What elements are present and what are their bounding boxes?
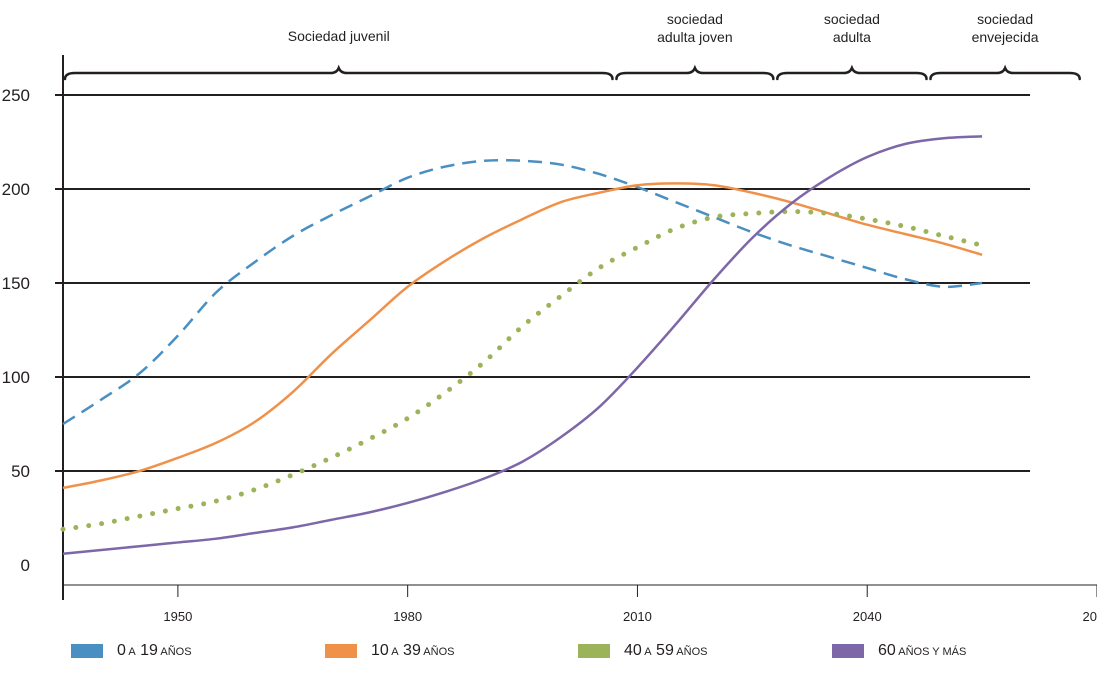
era-label: sociedad adulta (824, 11, 880, 45)
legend-label: 10 A 39 AÑOS (371, 642, 455, 659)
era-brace (776, 64, 928, 81)
legend-label: 60 AÑOS Y MÁS (878, 642, 967, 659)
x-tick-label: 1950 (163, 609, 192, 624)
x-tick-label: 1980 (393, 609, 422, 624)
legend-label: 0 A 19 AÑOS (117, 642, 192, 659)
y-tick-label: 50 (11, 462, 30, 481)
x-tick-label: 2070 (1083, 609, 1097, 624)
y-tick-label: 250 (2, 86, 30, 105)
series-line (60, 209, 985, 532)
grid-lines (55, 94, 1030, 472)
era-annotations: Sociedad juvenil sociedad adulta joven soci… (63, 11, 1081, 81)
series-line (62, 158, 983, 426)
chart: 0 50 100 150 200 250 1950 1980 2010 2040 2070 Soc… (2, 11, 1097, 624)
legend-label: 40 A 59 AÑOS (624, 642, 708, 659)
legend: 0 A 19 AÑOS 10 A 39 AÑOS 40 A 59 AÑOS 60 AÑ… (0, 638, 1097, 668)
y-tick-label: 200 (2, 180, 30, 199)
y-tick-label: 0 (21, 556, 30, 575)
axes (62, 55, 1097, 600)
series-line (62, 182, 983, 490)
legend-swatch (325, 644, 357, 658)
legend-swatch (578, 644, 610, 658)
series-lines (60, 135, 985, 555)
legend-swatch (832, 644, 864, 658)
x-tick-label: 2010 (623, 609, 652, 624)
era-brace (63, 64, 614, 81)
x-tick-label: 2040 (853, 609, 882, 624)
era-label: sociedad adulta joven (657, 11, 733, 45)
legend-item: 40 A 59 AÑOS (578, 638, 707, 664)
legend-item: 60 AÑOS Y MÁS (832, 638, 966, 664)
legend-item: 10 A 39 AÑOS (325, 638, 454, 664)
legend-item: 0 A 19 AÑOS (71, 638, 192, 664)
x-tick-labels: 1950 1980 2010 2040 2070 (163, 585, 1097, 624)
era-brace (615, 64, 775, 81)
era-label: sociedad envejecida (972, 11, 1039, 45)
y-tick-label: 100 (2, 368, 30, 387)
y-tick-label: 150 (2, 274, 30, 293)
era-label: Sociedad juvenil (288, 28, 390, 44)
y-tick-labels: 0 50 100 150 200 250 (2, 86, 30, 575)
era-brace (929, 64, 1081, 81)
legend-swatch (71, 644, 103, 658)
series-line (62, 135, 983, 555)
